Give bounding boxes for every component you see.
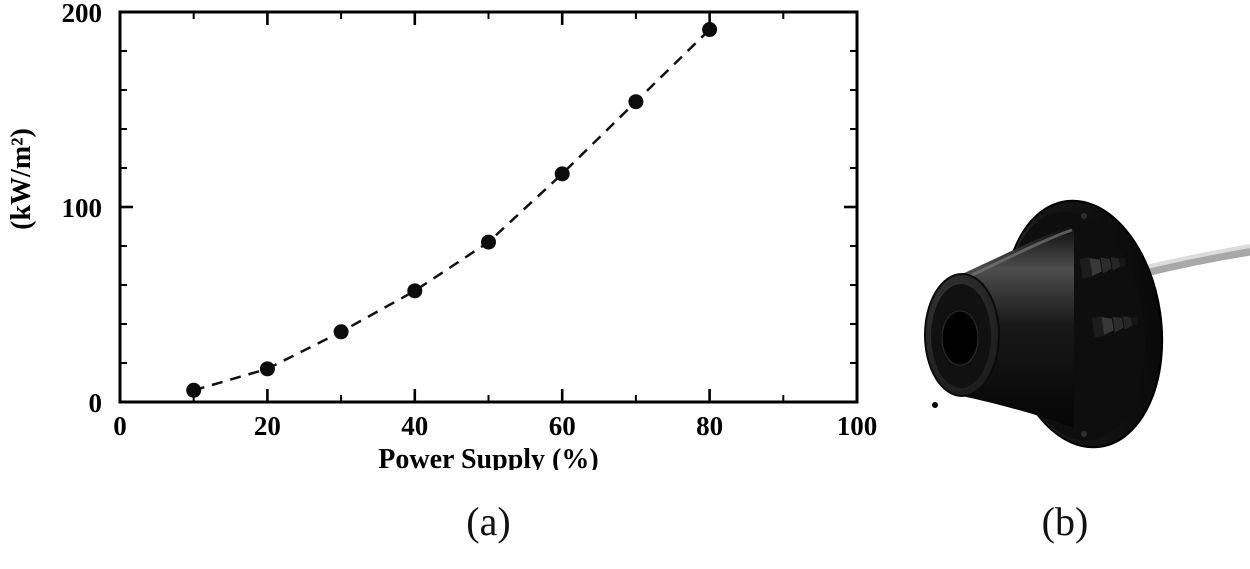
svg-text:200: 200 — [62, 0, 103, 28]
gauge-body — [924, 224, 1074, 428]
svg-text:(kW/m²): (kW/m²) — [6, 128, 37, 230]
svg-text:40: 40 — [401, 411, 428, 441]
svg-text:Power Supply (%): Power Supply (%) — [378, 444, 598, 470]
svg-text:20: 20 — [254, 411, 281, 441]
svg-text:60: 60 — [549, 411, 576, 441]
svg-text:100: 100 — [62, 193, 103, 223]
panel-b-label: (b) — [1041, 499, 1089, 544]
panel-a-label: (a) — [466, 499, 511, 544]
svg-text:0: 0 — [113, 411, 127, 441]
svg-text:100: 100 — [837, 411, 878, 441]
power-supply-vs-heat-flux-chart: 0 20 40 60 80 100 0 100 200 Power Supply (%) (kW/m… — [6, 0, 878, 470]
cooling-barb-lower — [1091, 315, 1139, 338]
svg-text:0: 0 — [89, 388, 103, 418]
cooling-barb-upper — [1079, 256, 1127, 279]
svg-text:80: 80 — [696, 411, 723, 441]
heat-flux-gauge-photo — [924, 199, 1250, 449]
